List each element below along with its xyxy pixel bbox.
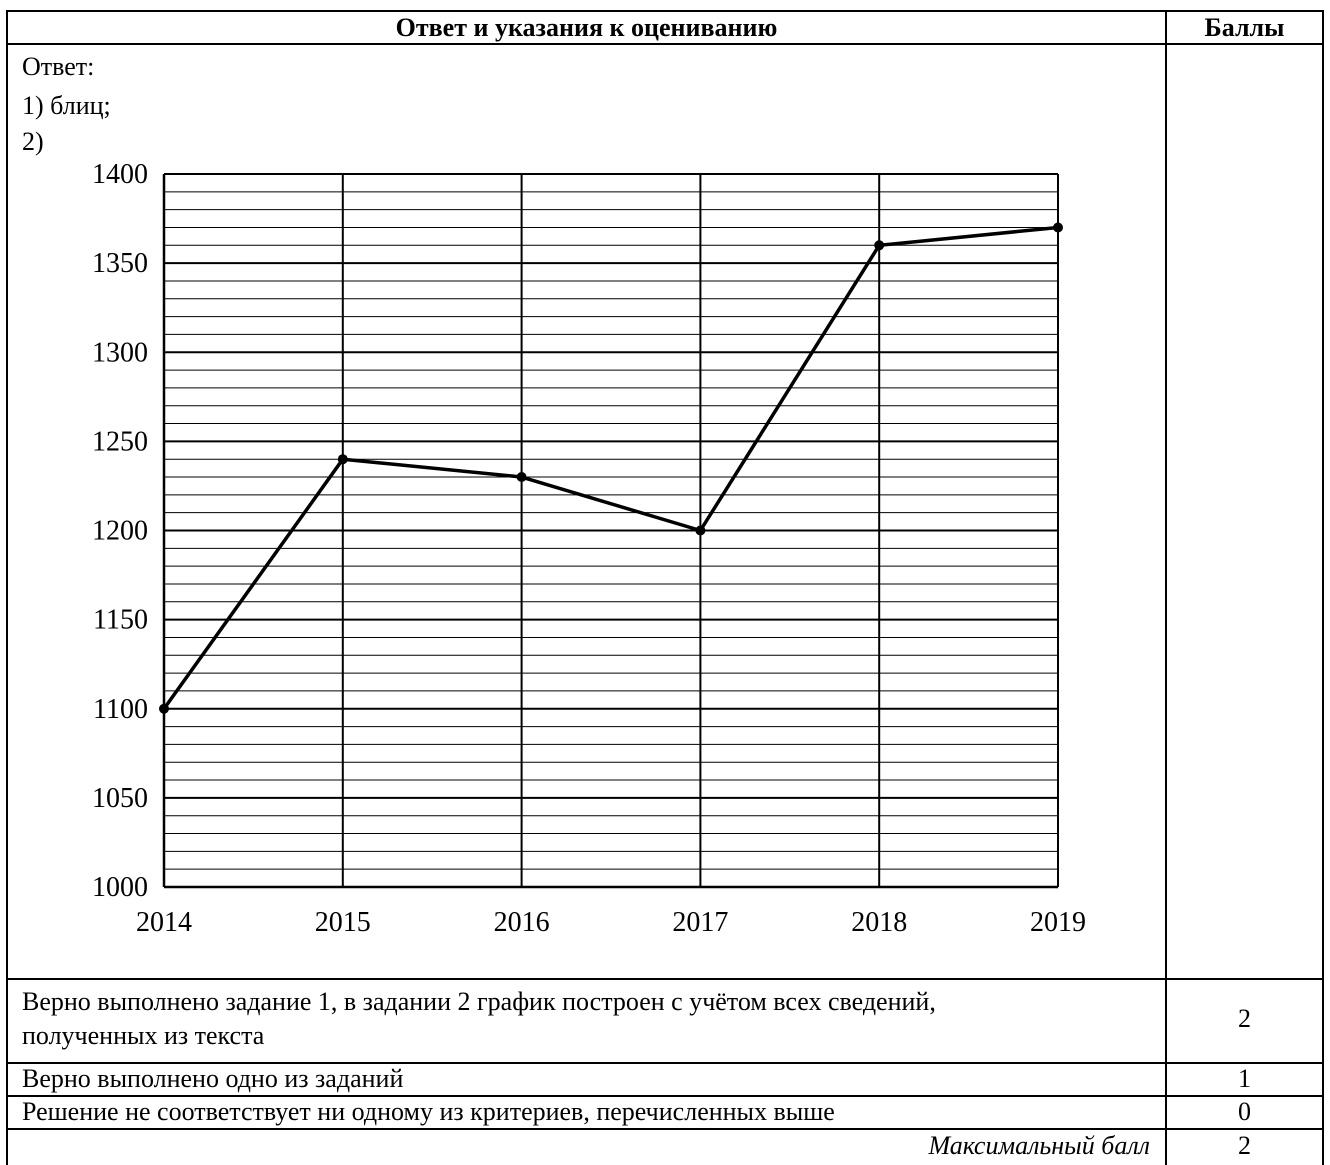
x-tick-label: 2015 [315, 907, 371, 938]
row-divider-criterion-2 [6, 1062, 1324, 1064]
x-tick-label: 2017 [672, 907, 728, 938]
row-divider-answer [6, 978, 1324, 980]
data-point [337, 454, 348, 465]
major-gridlines [163, 173, 1059, 888]
y-tick-labels: 1000 1050 1100 1150 1200 1250 1300 1350 1400 [92, 159, 148, 903]
y-tick-label: 1250 [92, 426, 148, 457]
table-border-top [6, 10, 1324, 12]
column-divider [1165, 10, 1167, 1165]
answer-label: Ответ: [22, 52, 95, 81]
y-tick-label: 1100 [93, 694, 148, 725]
x-tick-label: 2018 [851, 907, 907, 938]
max-score-label: Максимальный балл [928, 1131, 1150, 1160]
criterion-1-points: 2 [1238, 1004, 1251, 1033]
data-point [516, 472, 527, 483]
criterion-3-points: 0 [1238, 1097, 1251, 1126]
x-tick-label: 2014 [136, 907, 192, 938]
row-divider-max [6, 1128, 1324, 1130]
data-series [159, 222, 1063, 714]
data-point [695, 525, 706, 536]
data-point [159, 703, 169, 714]
y-tick-label: 1300 [92, 337, 148, 368]
criterion-1-line-2: полученных из текста [22, 1021, 265, 1050]
y-tick-label: 1150 [93, 605, 148, 636]
y-tick-label: 1400 [92, 159, 148, 190]
answer-item-1: 1) блиц; [22, 91, 111, 120]
data-point [874, 240, 885, 251]
y-tick-label: 1000 [92, 872, 148, 903]
x-tick-label: 2016 [494, 907, 550, 938]
criterion-2-points: 1 [1238, 1064, 1251, 1093]
x-tick-label: 2019 [1030, 907, 1086, 938]
series-line [162, 225, 1059, 710]
row-divider-header [6, 43, 1324, 45]
axes [162, 174, 1058, 889]
header-answer: Ответ и указания к оцениванию [395, 13, 778, 42]
minor-gridlines [164, 191, 1058, 870]
table-border-left [6, 10, 8, 1165]
y-tick-label: 1350 [92, 248, 148, 279]
data-point [1053, 222, 1063, 233]
x-tick-labels: 2014 2015 2016 2017 2018 2019 [136, 907, 1086, 938]
table-border-right [1322, 10, 1324, 1165]
line-chart: 1000 1050 1100 1150 1200 1250 1300 1350 1400 201… [92, 159, 1086, 938]
answer-item-2: 2) [22, 127, 44, 156]
criterion-1-line-1: Верно выполнено задание 1, в задании 2 г… [22, 987, 936, 1016]
y-tick-label: 1200 [92, 516, 148, 547]
max-score-points: 2 [1238, 1131, 1251, 1160]
header-points: Баллы [1204, 13, 1285, 42]
criterion-2-text: Верно выполнено одно из заданий [22, 1064, 404, 1093]
row-divider-criterion-3 [6, 1095, 1324, 1097]
criterion-3-text: Решение не соответствует ни одному из кр… [22, 1097, 835, 1126]
y-tick-label: 1050 [92, 783, 148, 814]
